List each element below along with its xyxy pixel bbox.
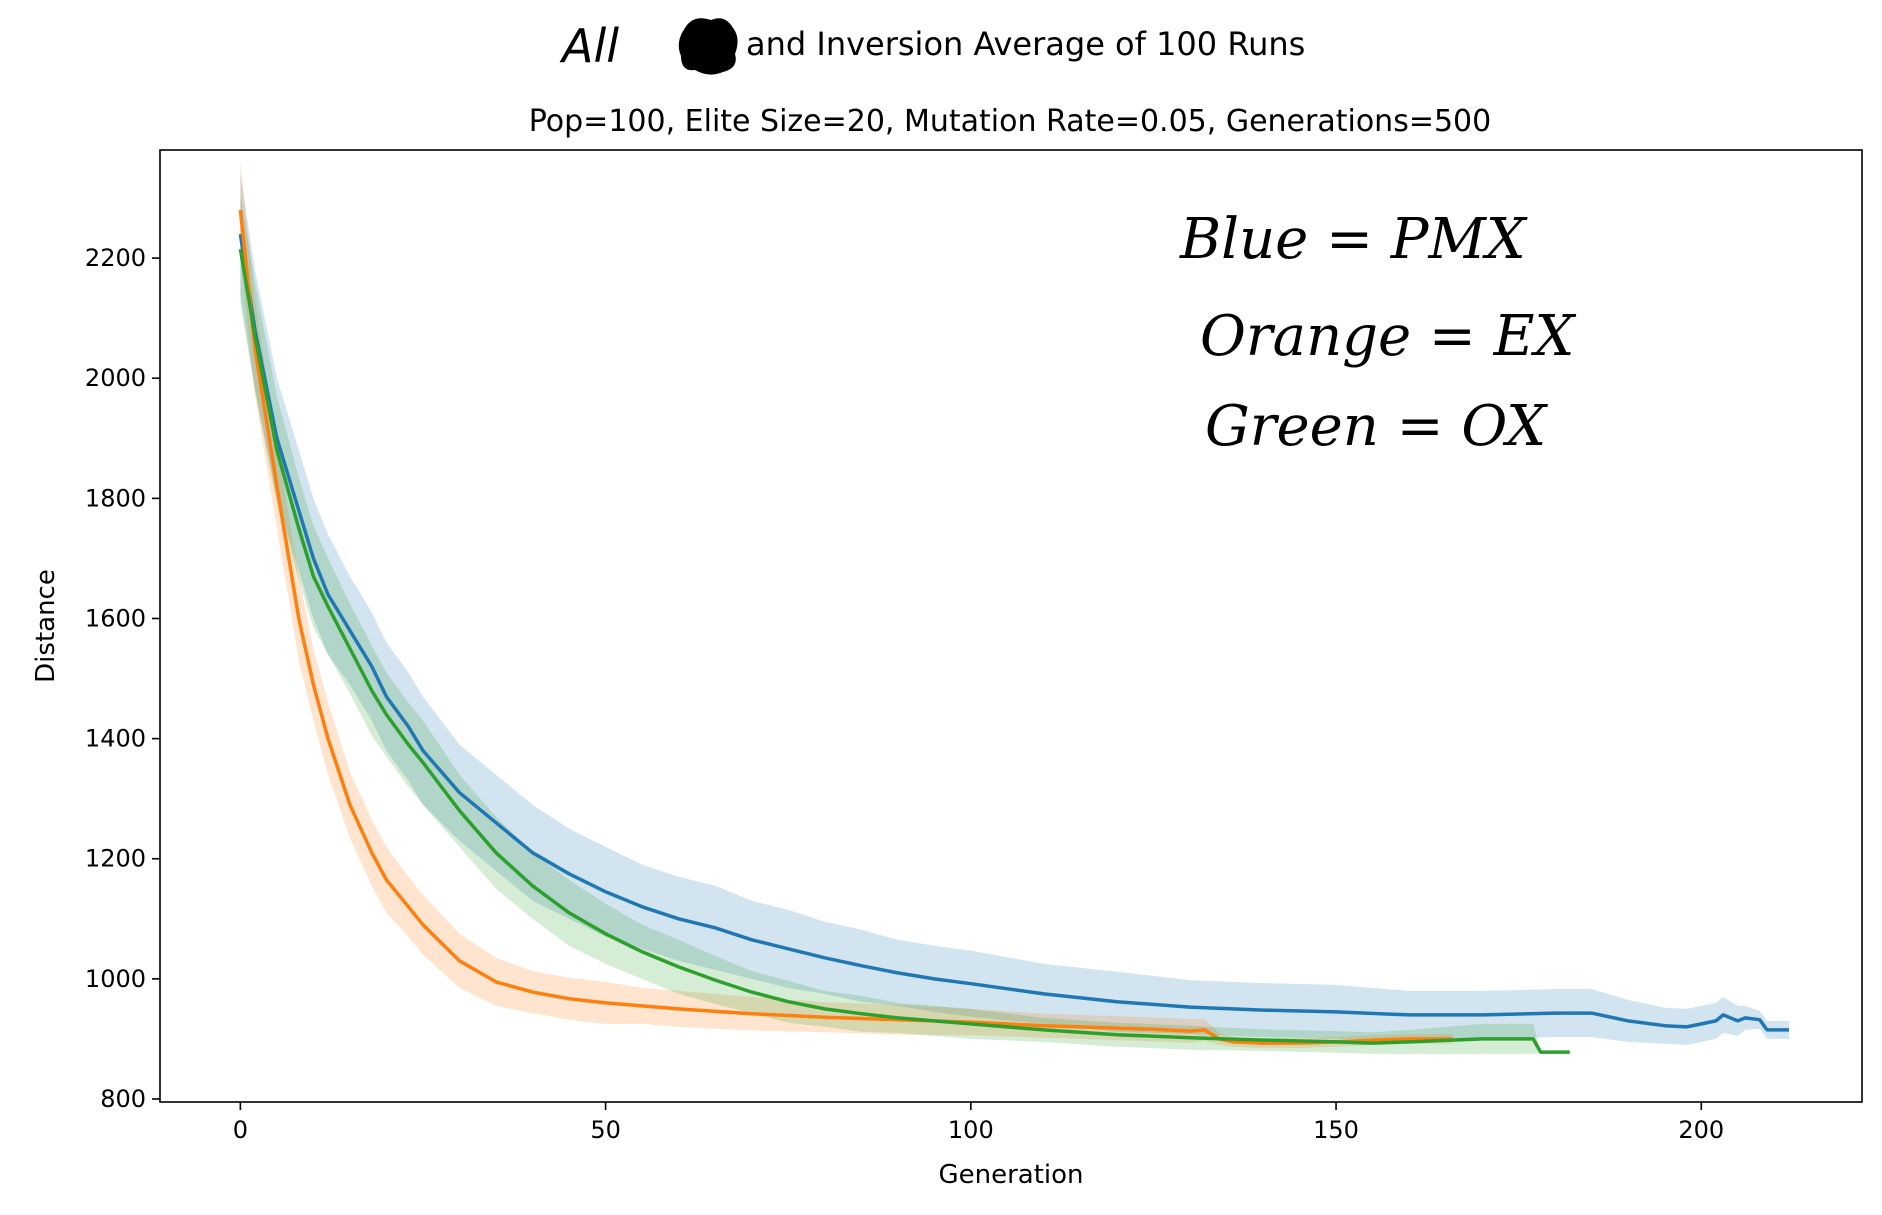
series-1-line xyxy=(238,209,1453,1045)
chart-title-handwritten: All xyxy=(559,19,619,73)
y-tick-label: 1400 xyxy=(85,725,146,753)
y-tick-label: 1000 xyxy=(85,965,146,993)
x-tick-label: 200 xyxy=(1678,1116,1724,1144)
annotation-green-ox: Green = OX xyxy=(1205,394,1548,459)
chart-subtitle: Pop=100, Elite Size=20, Mutation Rate=0.… xyxy=(529,104,1491,139)
plot-area xyxy=(238,162,1789,1054)
annotation-orange-ex: Orange = EX xyxy=(1200,304,1577,369)
y-tick-label: 2000 xyxy=(85,364,146,392)
plot-frame xyxy=(159,149,1863,1103)
series-0-line xyxy=(238,233,1789,1032)
x-tick-label: 50 xyxy=(590,1116,621,1144)
y-tick-label: 1200 xyxy=(85,845,146,873)
x-axis-label: Generation xyxy=(938,1160,1083,1190)
x-tick-label: 100 xyxy=(948,1116,994,1144)
axes: 0 50 100 150 200 800 1000 1200 1400 1600 1800 2000 2… xyxy=(31,149,1863,1190)
redaction-mark xyxy=(678,18,738,75)
y-tick-label: 2200 xyxy=(85,244,146,272)
handwritten-legend: Blue = PMX Orange = EX Green = OX xyxy=(1179,207,1577,459)
annotation-blue-pmx: Blue = PMX xyxy=(1179,207,1528,272)
y-tick-label: 800 xyxy=(100,1085,146,1113)
chart-title: and Inversion Average of 100 Runs xyxy=(746,25,1305,63)
x-tick-label: 150 xyxy=(1313,1116,1359,1144)
y-axis-label: Distance xyxy=(31,569,61,683)
y-tick-label: 1600 xyxy=(85,604,146,632)
y-tick-label: 1800 xyxy=(85,484,146,512)
series-2-line xyxy=(238,248,1570,1054)
x-tick-label: 0 xyxy=(233,1116,248,1144)
